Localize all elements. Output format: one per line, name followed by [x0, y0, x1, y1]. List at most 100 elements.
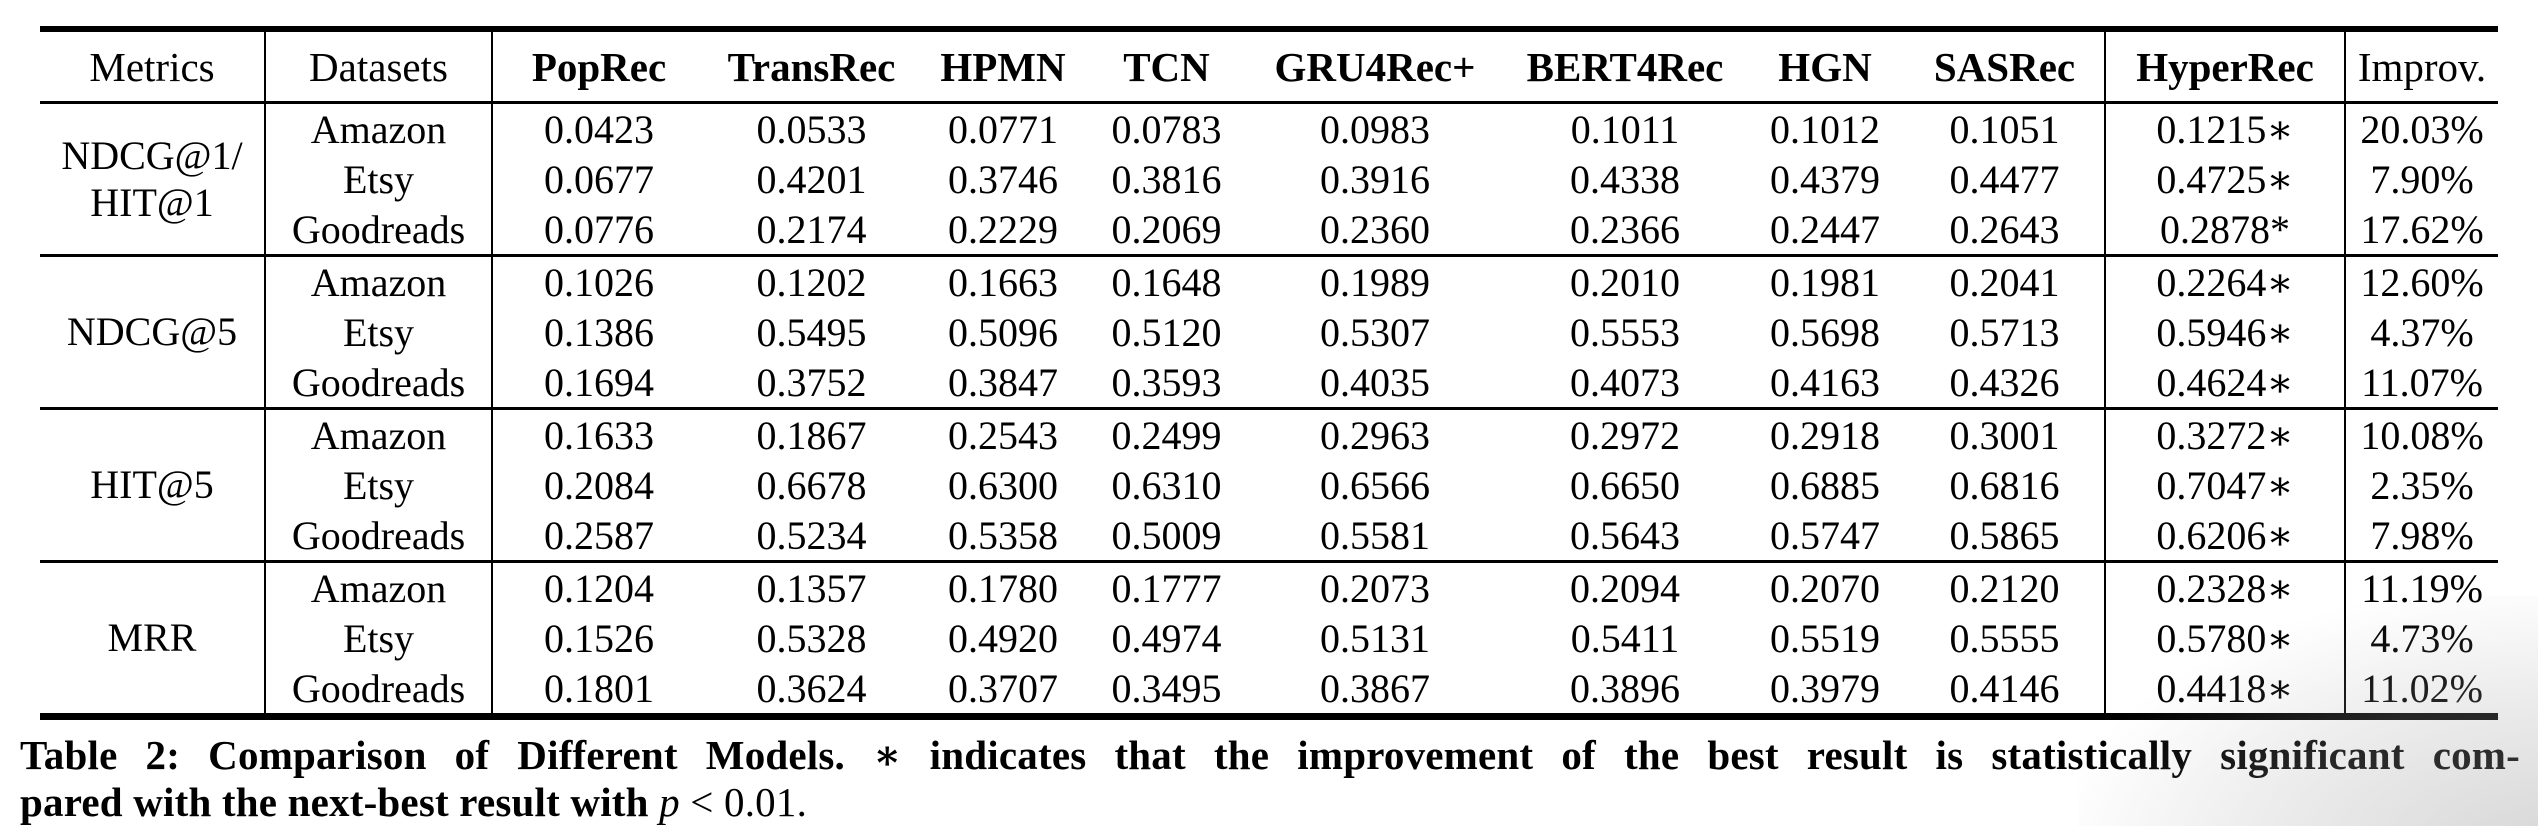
cell-value: 0.2073 — [1320, 565, 1430, 611]
cell-value: 0.6310 — [1111, 462, 1222, 508]
cell-value: 4.73% — [2370, 615, 2474, 661]
cell-value: 0.1526 — [544, 615, 654, 661]
cell-value: 0.5120 — [1111, 309, 1222, 355]
table-row: Goodreads 0.0776 0.2174 0.2229 0.2069 0.2360 0… — [40, 204, 2498, 256]
results-table: Metrics Datasets PopRec TransRec HPMN TCN GRU4… — [40, 26, 2498, 720]
cell-value: 0.2366 — [1570, 206, 1680, 252]
cell-value: 0.1777 — [1111, 565, 1222, 611]
cell-value: 0.1026 — [544, 259, 654, 305]
cell-value: 0.2084 — [544, 462, 654, 508]
cell-value: 0.3816 — [1111, 156, 1222, 202]
dataset-label: Goodreads — [265, 663, 493, 717]
cell-value: 0.5234 — [756, 512, 867, 558]
metric-label: MRR — [40, 561, 266, 717]
cell-value: 0.4974 — [1111, 615, 1222, 661]
dataset-label: Etsy — [265, 307, 493, 357]
cell-value: 0.2070 — [1770, 565, 1880, 611]
cell-value: 0.3752 — [756, 359, 867, 405]
column-header-hgn: HGN — [1745, 29, 1905, 104]
table-row: Goodreads 0.2587 0.5234 0.5358 0.5009 0.5581 0… — [40, 510, 2498, 562]
cell-value: 7.98% — [2370, 512, 2474, 558]
cell-value: 0.1633 — [544, 412, 654, 458]
cell-value: 0.1215∗ — [2105, 102, 2346, 154]
table-caption: Table 2: Comparison of Different Models.… — [20, 732, 2520, 825]
cell-value: 0.3746 — [948, 156, 1058, 202]
cell-value: 0.5643 — [1570, 512, 1680, 558]
cell-value: 0.4725∗ — [2105, 154, 2346, 204]
cell-value: 0.4338 — [1570, 156, 1680, 202]
cell-value: 0.2069 — [1111, 206, 1222, 252]
cell-value: 4.37% — [2370, 309, 2474, 355]
cell-value: 0.3847 — [948, 359, 1058, 405]
cell-value: 20.03% — [2360, 106, 2484, 152]
caption-line-2-text: pared with the next-best result with — [20, 778, 660, 825]
metric-group-hit-5: HIT@5 Amazon 0.1633 0.1867 0.2543 0.2499 0.296… — [40, 408, 2498, 562]
metric-label: HIT@5 — [40, 408, 266, 562]
cell-value: 0.6566 — [1320, 462, 1430, 508]
dataset-label: Amazon — [265, 408, 493, 460]
cell-value: 0.1204 — [544, 565, 654, 611]
cell-value: 0.1981 — [1770, 259, 1880, 305]
cell-value: 17.62% — [2360, 206, 2484, 252]
cell-value: 0.6650 — [1570, 462, 1680, 508]
cell-value: 0.2543 — [948, 412, 1058, 458]
column-header-sasrec: SASRec — [1905, 29, 2106, 104]
cell-value: 0.2499 — [1111, 412, 1222, 458]
dataset-label: Goodreads — [265, 510, 493, 562]
cell-value: 0.0677 — [544, 156, 654, 202]
column-header-hyperrec: HyperRec — [2105, 29, 2346, 104]
table-header: Metrics Datasets PopRec TransRec HPMN TCN GRU4… — [40, 29, 2498, 104]
cell-value: 0.1051 — [1905, 102, 2106, 154]
cell-value: 0.0533 — [756, 106, 867, 152]
cell-value: 0.4379 — [1770, 156, 1880, 202]
cell-value: 0.4477 — [1905, 154, 2106, 204]
cell-value: 0.5555 — [1905, 613, 2106, 663]
table-row: MRR Amazon 0.1204 0.1357 0.1780 0.1777 0.2073 0… — [40, 561, 2498, 717]
table-row: NDCG@1/ HIT@1 Amazon 0.0423 0.0533 0.0771 0.0… — [40, 102, 2498, 256]
dataset-label: Amazon — [265, 561, 493, 613]
caption-line-2: pared with the next-best result with p <… — [20, 779, 2520, 826]
cell-value: 0.5096 — [948, 309, 1058, 355]
cell-value: 0.2120 — [1905, 561, 2106, 613]
caption-line-1: Table 2: Comparison of Different Models.… — [20, 732, 2520, 778]
cell-value: 0.5553 — [1570, 309, 1680, 355]
cell-value: 0.1648 — [1111, 259, 1222, 305]
cell-value: 0.1663 — [948, 259, 1058, 305]
cell-value: 0.2587 — [544, 512, 654, 558]
cell-value: 0.6816 — [1905, 460, 2106, 510]
cell-value: 0.3624 — [756, 665, 867, 711]
cell-value: 0.6885 — [1770, 462, 1880, 508]
cell-value: 0.1801 — [544, 665, 654, 711]
cell-value: 0.4201 — [756, 156, 867, 202]
cell-value: 0.5307 — [1320, 309, 1430, 355]
cell-value: 0.2041 — [1905, 255, 2106, 307]
cell-value: 11.02% — [2361, 665, 2483, 711]
cell-value: 0.4035 — [1320, 359, 1430, 405]
cell-value: 0.2094 — [1570, 565, 1680, 611]
cell-value: 0.5411 — [1570, 615, 1680, 661]
cell-value: 0.0771 — [948, 106, 1058, 152]
caption-p-symbol: p — [659, 778, 680, 825]
cell-value: 0.7047∗ — [2105, 460, 2346, 510]
column-header-tcn: TCN — [1088, 29, 1245, 104]
cell-value: 0.0776 — [544, 206, 654, 252]
column-header-hpmn: HPMN — [918, 29, 1088, 104]
cell-value: 0.5358 — [948, 512, 1058, 558]
cell-value: 0.5328 — [756, 615, 867, 661]
cell-value: 0.3916 — [1320, 156, 1430, 202]
cell-value: 0.2264∗ — [2105, 255, 2346, 307]
column-header-gru4rec: GRU4Rec+ — [1245, 29, 1505, 104]
dataset-label: Etsy — [265, 154, 493, 204]
cell-value: 0.1011 — [1570, 106, 1680, 152]
cell-value: 0.5009 — [1111, 512, 1222, 558]
cell-value: 0.4418∗ — [2105, 663, 2346, 717]
cell-value: 0.1780 — [948, 565, 1058, 611]
column-header-datasets: Datasets — [265, 29, 493, 104]
cell-value: 0.6300 — [948, 462, 1058, 508]
cell-value: 0.1694 — [544, 359, 654, 405]
table-row: NDCG@5 Amazon 0.1026 0.1202 0.1663 0.1648 0.19… — [40, 255, 2498, 409]
table-row: Etsy 0.2084 0.6678 0.6300 0.6310 0.6566 0.6650… — [40, 460, 2498, 510]
cell-value: 0.4326 — [1905, 357, 2106, 409]
column-header-metrics: Metrics — [40, 29, 266, 104]
cell-value: 0.6678 — [756, 462, 867, 508]
